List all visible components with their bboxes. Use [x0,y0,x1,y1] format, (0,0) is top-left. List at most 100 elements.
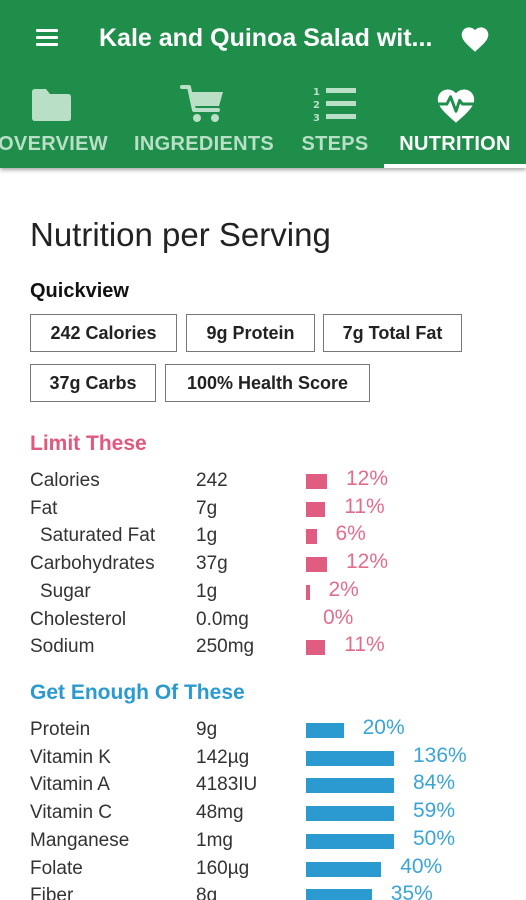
toolbar: Kale and Quinoa Salad wit... [0,0,526,76]
nutrient-bar [306,750,394,766]
nutrient-amount: 250mg [196,636,255,658]
quickview-chip-health-score: 100% Health Score [165,364,370,402]
nutrient-name: Sodium [30,636,95,658]
nutrient-amount: 48mg [196,802,244,824]
tab-overview-label: OVERVIEW [0,133,108,155]
svg-text:1: 1 [313,87,320,98]
quickview-chip-calories: 242 Calories [30,314,177,352]
folder-icon [30,88,72,127]
nutrient-amount: 242 [196,470,228,491]
nutrient-amount: 1g [196,580,218,602]
nutrient-percent: 0% [323,605,354,629]
nutrient-bar [306,557,327,573]
numbered-list-icon: 1 2 3 [312,84,358,129]
limit-row-sugar: Sugar 1g 2% [0,578,526,607]
nutrient-name: Vitamin K [30,746,111,768]
enough-row-vitamin-c: Vitamin C 48mg 59% [0,799,526,828]
nutrient-percent: 12% [346,550,389,574]
limit-row-sodium: Sodium 250mg 11% [0,633,526,662]
nutrient-bar [306,723,344,738]
tab-nutrition[interactable]: NUTRITION [384,76,526,168]
nutrient-bar [306,501,326,517]
nutrient-name: Carbohydrates [30,553,155,575]
nutrient-bar [306,806,394,822]
app-bar: Kale and Quinoa Salad wit... OVERVIEW [0,0,526,168]
heart-pulse-icon [434,84,478,129]
nutrient-name: Protein [30,719,91,740]
nutrient-amount: 7g [196,497,218,519]
enough-row-vitamin-k: Vitamin K 142µg 136% [0,743,526,773]
nutrient-amount: 37g [196,553,228,575]
enough-row-manganese: Manganese 1mg 50% [0,826,526,856]
limit-section-title: Limit These [30,432,147,455]
nutrient-amount: 0.0mg [196,608,249,630]
nutrition-panel: Nutrition per Serving Quickview 242 Calo… [0,168,526,900]
enough-row-folate: Folate 160µg 40% [0,854,526,884]
nutrient-name: Manganese [30,829,130,851]
nutrient-percent: 59% [413,799,456,823]
nutrient-bar [306,584,310,600]
cart-icon [180,84,226,129]
enough-row-vitamin-a: Vitamin A 4183IU 84% [0,771,526,800]
nutrient-amount: 1g [196,525,218,547]
nutrient-name: Fiber [30,885,74,900]
nutrient-bar [306,529,317,545]
quickview-chip-fat: 7g Total Fat [323,314,462,352]
enough-row-fiber: Fiber 8g 35% [0,882,526,900]
tab-ingredients[interactable]: INGREDIENTS [126,76,282,168]
active-tab-indicator [384,164,526,168]
nutrient-bar [306,861,382,877]
enough-row-protein: Protein 9g 20% [0,716,526,745]
nutrient-bar [306,778,394,794]
nutrient-percent: 50% [413,826,456,850]
nutrient-name: Cholesterol [30,608,127,630]
nutrient-percent: 6% [335,522,366,546]
limit-row-calories: Calories 242 12% [0,467,526,496]
svg-text:3: 3 [313,113,320,124]
nutrient-name: Sugar [40,580,91,602]
heart-icon[interactable] [459,23,491,53]
recipe-title: Kale and Quinoa Salad wit... [99,24,433,52]
nutrient-percent: 40% [400,854,443,878]
nutrient-amount: 1mg [196,829,233,851]
tab-steps[interactable]: 1 2 3 STEPS [292,76,378,168]
nutrient-bar [306,474,327,489]
nutrient-percent: 136% [413,743,467,767]
nutrient-bar [306,640,326,656]
svg-text:2: 2 [313,100,320,111]
nutrient-amount: 142µg [196,746,250,768]
nutrient-bar [306,889,372,900]
nutrient-percent: 35% [390,882,433,900]
enough-section-title: Get Enough Of These [30,681,245,704]
nutrient-amount: 9g [196,719,218,740]
limit-row-saturated-fat: Saturated Fat 1g 6% [0,522,526,551]
nutrient-amount: 8g [196,885,218,900]
nutrient-percent: 12% [346,467,389,490]
nutrient-name: Folate [30,857,83,879]
nutrient-name: Saturated Fat [40,525,156,547]
page-title: Nutrition per Serving [30,216,331,253]
tab-nutrition-label: NUTRITION [399,133,511,155]
tab-steps-label: STEPS [301,133,369,155]
quickview-chip-protein: 9g Protein [186,314,315,352]
menu-icon[interactable] [36,29,58,47]
tab-overview[interactable]: OVERVIEW [0,76,108,168]
quickview-label: Quickview [30,280,129,302]
nutrient-bar [306,833,394,849]
nutrient-name: Vitamin C [30,802,113,824]
nutrient-amount: 4183IU [196,774,258,796]
nutrient-percent: 11% [344,494,385,518]
nutrient-amount: 160µg [196,857,250,879]
nutrient-percent: 20% [362,716,405,739]
quickview-chip-carbs: 37g Carbs [30,364,156,402]
tab-bar: OVERVIEW INGREDIENTS 1 2 3 [0,76,526,168]
limit-row-carbohydrates: Carbohydrates 37g 12% [0,550,526,579]
limit-row-cholesterol: Cholesterol 0.0mg 0% [0,605,526,635]
nutrient-percent: 84% [413,771,456,795]
nutrient-percent: 11% [344,633,385,657]
tab-ingredients-label: INGREDIENTS [134,133,274,155]
nutrient-name: Calories [30,470,100,491]
nutrient-name: Vitamin A [30,774,110,796]
limit-row-fat: Fat 7g 11% [0,494,526,524]
nutrient-name: Fat [30,497,58,519]
